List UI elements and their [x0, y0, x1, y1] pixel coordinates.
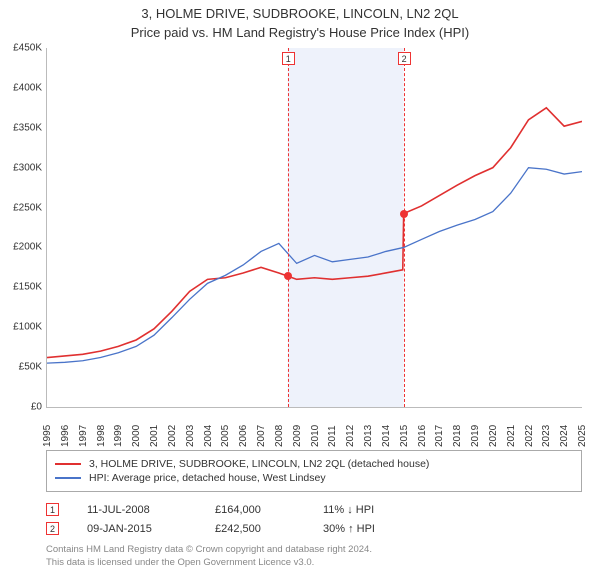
- marker-line: [288, 48, 289, 407]
- x-tick-label: 2023: [541, 425, 552, 447]
- x-tick-label: 2000: [131, 425, 142, 447]
- x-tick-label: 1995: [42, 425, 53, 447]
- marker-label: 1: [282, 52, 295, 65]
- marker-dot: [284, 272, 292, 280]
- y-tick-label: £350K: [13, 122, 42, 133]
- x-tick-label: 2005: [220, 425, 231, 447]
- x-tick-label: 2008: [274, 425, 285, 447]
- footer: Contains HM Land Registry data © Crown c…: [46, 544, 582, 570]
- transaction-index: 2: [46, 522, 59, 535]
- legend-swatch-price: [55, 463, 81, 465]
- x-tick-label: 2017: [434, 425, 445, 447]
- x-tick-label: 2004: [203, 425, 214, 447]
- transaction-price: £242,500: [215, 523, 295, 535]
- y-tick-label: £250K: [13, 202, 42, 213]
- transaction-date: 09-JAN-2015: [87, 523, 187, 535]
- x-tick-label: 1996: [60, 425, 71, 447]
- x-tick-label: 2025: [577, 425, 588, 447]
- marker-line: [404, 48, 405, 407]
- y-axis: £0£50K£100K£150K£200K£250K£300K£350K£400…: [0, 48, 44, 408]
- x-tick-label: 2013: [363, 425, 374, 447]
- y-tick-label: £300K: [13, 162, 42, 173]
- y-tick-label: £100K: [13, 322, 42, 333]
- transaction-delta: 11% ↓ HPI: [323, 504, 413, 516]
- transactions-table: 1 11-JUL-2008 £164,000 11% ↓ HPI 2 09-JA…: [46, 500, 582, 538]
- x-tick-label: 1997: [78, 425, 89, 447]
- x-tick-label: 2024: [559, 425, 570, 447]
- table-row: 2 09-JAN-2015 £242,500 30% ↑ HPI: [46, 519, 582, 538]
- x-tick-label: 2022: [524, 425, 535, 447]
- legend-label: HPI: Average price, detached house, West…: [89, 472, 326, 484]
- x-tick-label: 2018: [452, 425, 463, 447]
- x-tick-label: 2002: [167, 425, 178, 447]
- x-tick-label: 2009: [292, 425, 303, 447]
- legend-swatch-hpi: [55, 477, 81, 479]
- transaction-index: 1: [46, 503, 59, 516]
- footer-line: This data is licensed under the Open Gov…: [46, 557, 582, 570]
- legend-label: 3, HOLME DRIVE, SUDBROOKE, LINCOLN, LN2 …: [89, 458, 429, 470]
- plot-area: 12: [46, 48, 582, 408]
- chart-area: £0£50K£100K£150K£200K£250K£300K£350K£400…: [46, 48, 582, 408]
- x-tick-label: 2007: [256, 425, 267, 447]
- transaction-price: £164,000: [215, 504, 295, 516]
- y-tick-label: £0: [31, 402, 42, 413]
- x-tick-label: 2012: [345, 425, 356, 447]
- x-tick-label: 2014: [381, 425, 392, 447]
- y-tick-label: £200K: [13, 242, 42, 253]
- x-tick-label: 1998: [96, 425, 107, 447]
- x-tick-label: 1999: [113, 425, 124, 447]
- x-tick-label: 2016: [417, 425, 428, 447]
- x-tick-label: 2019: [470, 425, 481, 447]
- legend-row: 3, HOLME DRIVE, SUDBROOKE, LINCOLN, LN2 …: [55, 457, 573, 471]
- x-tick-label: 2020: [488, 425, 499, 447]
- chart-title: 3, HOLME DRIVE, SUDBROOKE, LINCOLN, LN2 …: [0, 0, 600, 21]
- y-tick-label: £50K: [19, 362, 42, 373]
- plot-svg: [47, 48, 582, 407]
- chart-container: 3, HOLME DRIVE, SUDBROOKE, LINCOLN, LN2 …: [0, 0, 600, 560]
- footer-line: Contains HM Land Registry data © Crown c…: [46, 544, 582, 557]
- legend-row: HPI: Average price, detached house, West…: [55, 471, 573, 485]
- x-tick-label: 2011: [327, 425, 338, 447]
- marker-label: 2: [398, 52, 411, 65]
- y-tick-label: £400K: [13, 82, 42, 93]
- legend: 3, HOLME DRIVE, SUDBROOKE, LINCOLN, LN2 …: [46, 450, 582, 492]
- x-tick-label: 2006: [238, 425, 249, 447]
- x-axis: 1995199619971998199920002001200220032004…: [46, 408, 582, 444]
- x-tick-label: 2010: [310, 425, 321, 447]
- chart-subtitle: Price paid vs. HM Land Registry's House …: [0, 21, 600, 48]
- x-tick-label: 2003: [185, 425, 196, 447]
- y-tick-label: £150K: [13, 282, 42, 293]
- y-tick-label: £450K: [13, 43, 42, 54]
- x-tick-label: 2001: [149, 425, 160, 447]
- x-tick-label: 2015: [399, 425, 410, 447]
- x-tick-label: 2021: [506, 425, 517, 447]
- transaction-delta: 30% ↑ HPI: [323, 523, 413, 535]
- marker-dot: [400, 210, 408, 218]
- transaction-date: 11-JUL-2008: [87, 504, 187, 516]
- table-row: 1 11-JUL-2008 £164,000 11% ↓ HPI: [46, 500, 582, 519]
